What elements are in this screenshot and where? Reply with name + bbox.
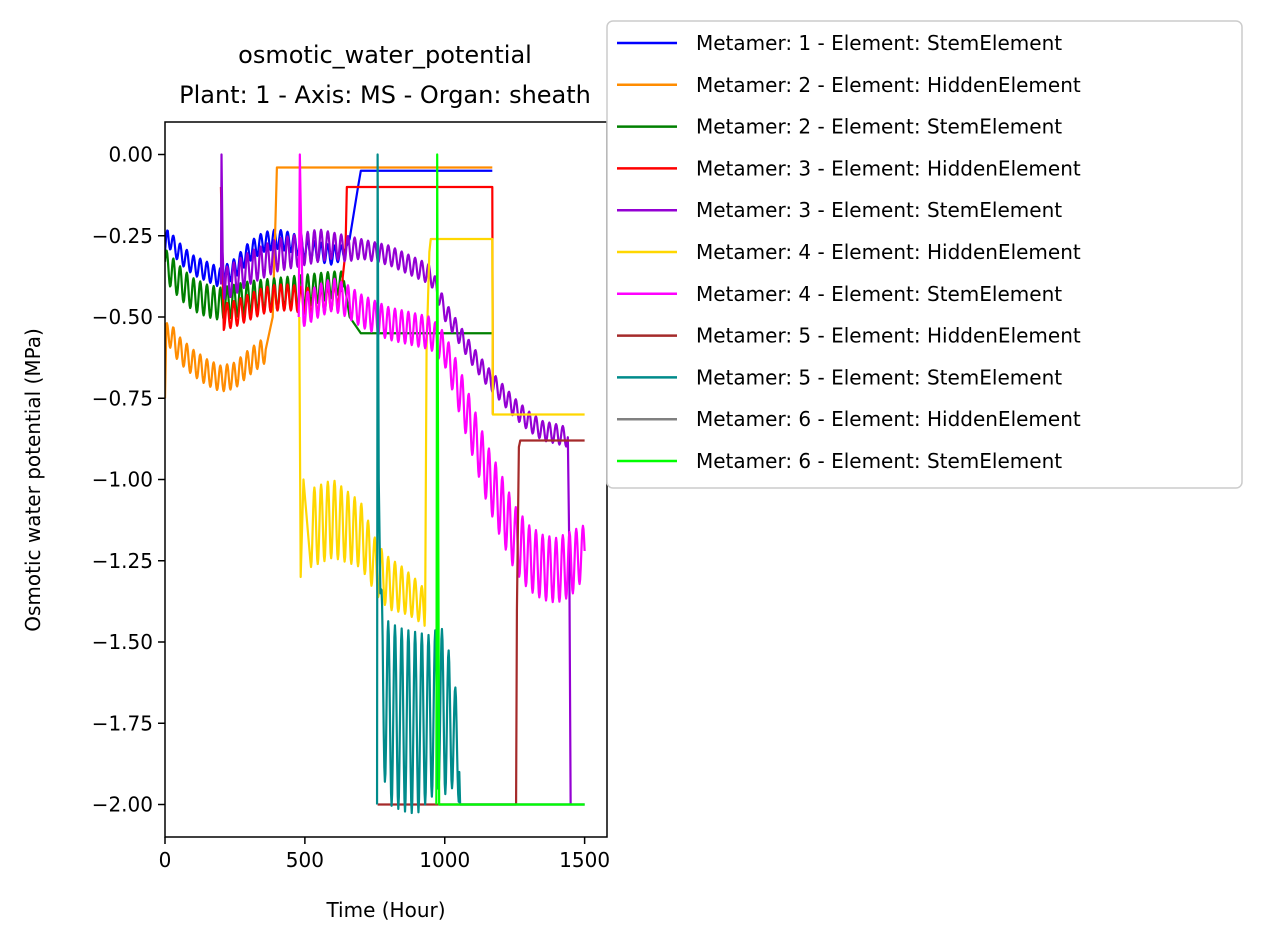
legend-box	[606, 20, 1243, 489]
legend-label-6: Metamer: 4 - Element: HiddenElement	[696, 240, 1081, 264]
chart-subtitle: Plant: 1 - Axis: MS - Organ: sheath	[179, 81, 591, 109]
series-line-7	[297, 153, 586, 604]
series-layer	[165, 153, 586, 815]
x-tick-label: 1000	[419, 848, 470, 872]
y-tick-label: −1.25	[92, 549, 153, 573]
y-tick-label: −0.75	[92, 386, 153, 410]
legend-label-2: Metamer: 2 - Element: HiddenElement	[696, 73, 1081, 97]
y-tick-label: 0.00	[108, 143, 153, 167]
series-line-6	[298, 237, 585, 627]
y-tick-label: −1.75	[92, 711, 153, 735]
legend-label-1: Metamer: 1 - Element: StemElement	[696, 31, 1062, 55]
y-tick-label: −1.00	[92, 468, 153, 492]
y-tick-label: −1.50	[92, 630, 153, 654]
legend-label-10: Metamer: 6 - Element: HiddenElement	[696, 407, 1081, 431]
legend-label-11: Metamer: 6 - Element: StemElement	[696, 449, 1062, 473]
y-tick-label: −2.00	[92, 793, 153, 817]
legend-label-5: Metamer: 3 - Element: StemElement	[696, 198, 1062, 222]
y-tick-label: −0.25	[92, 224, 153, 248]
y-axis: 0.00 −0.25 −0.50 −0.75 −1.00 −1.25 −1.50 −1.75 −…	[92, 143, 165, 817]
x-axis-label: Time (Hour)	[325, 898, 445, 922]
legend: Metamer: 1 - Element: StemElement Metamer…	[606, 20, 1243, 489]
legend-label-7: Metamer: 4 - Element: StemElement	[696, 282, 1062, 306]
legend-label-9: Metamer: 5 - Element: StemElement	[696, 365, 1062, 389]
chart-title: osmotic_water_potential	[238, 41, 532, 69]
x-tick-label: 500	[286, 848, 324, 872]
y-axis-label: Osmotic water potential (MPa)	[21, 328, 45, 632]
legend-items: Metamer: 1 - Element: StemElement Metamer…	[617, 31, 1081, 473]
series-line-9	[375, 153, 585, 815]
series-line-5	[219, 153, 572, 805]
x-tick-label: 1500	[559, 848, 610, 872]
series-line-2	[165, 166, 493, 399]
legend-label-4: Metamer: 3 - Element: HiddenElement	[696, 156, 1081, 180]
legend-label-8: Metamer: 5 - Element: HiddenElement	[696, 324, 1081, 348]
y-tick-label: −0.50	[92, 305, 153, 329]
x-tick-label: 0	[159, 848, 172, 872]
series-line-8	[377, 439, 585, 806]
legend-label-3: Metamer: 2 - Element: StemElement	[696, 115, 1062, 139]
series-line-11	[435, 153, 585, 806]
x-axis: 0 500 1000 1500	[159, 837, 610, 872]
